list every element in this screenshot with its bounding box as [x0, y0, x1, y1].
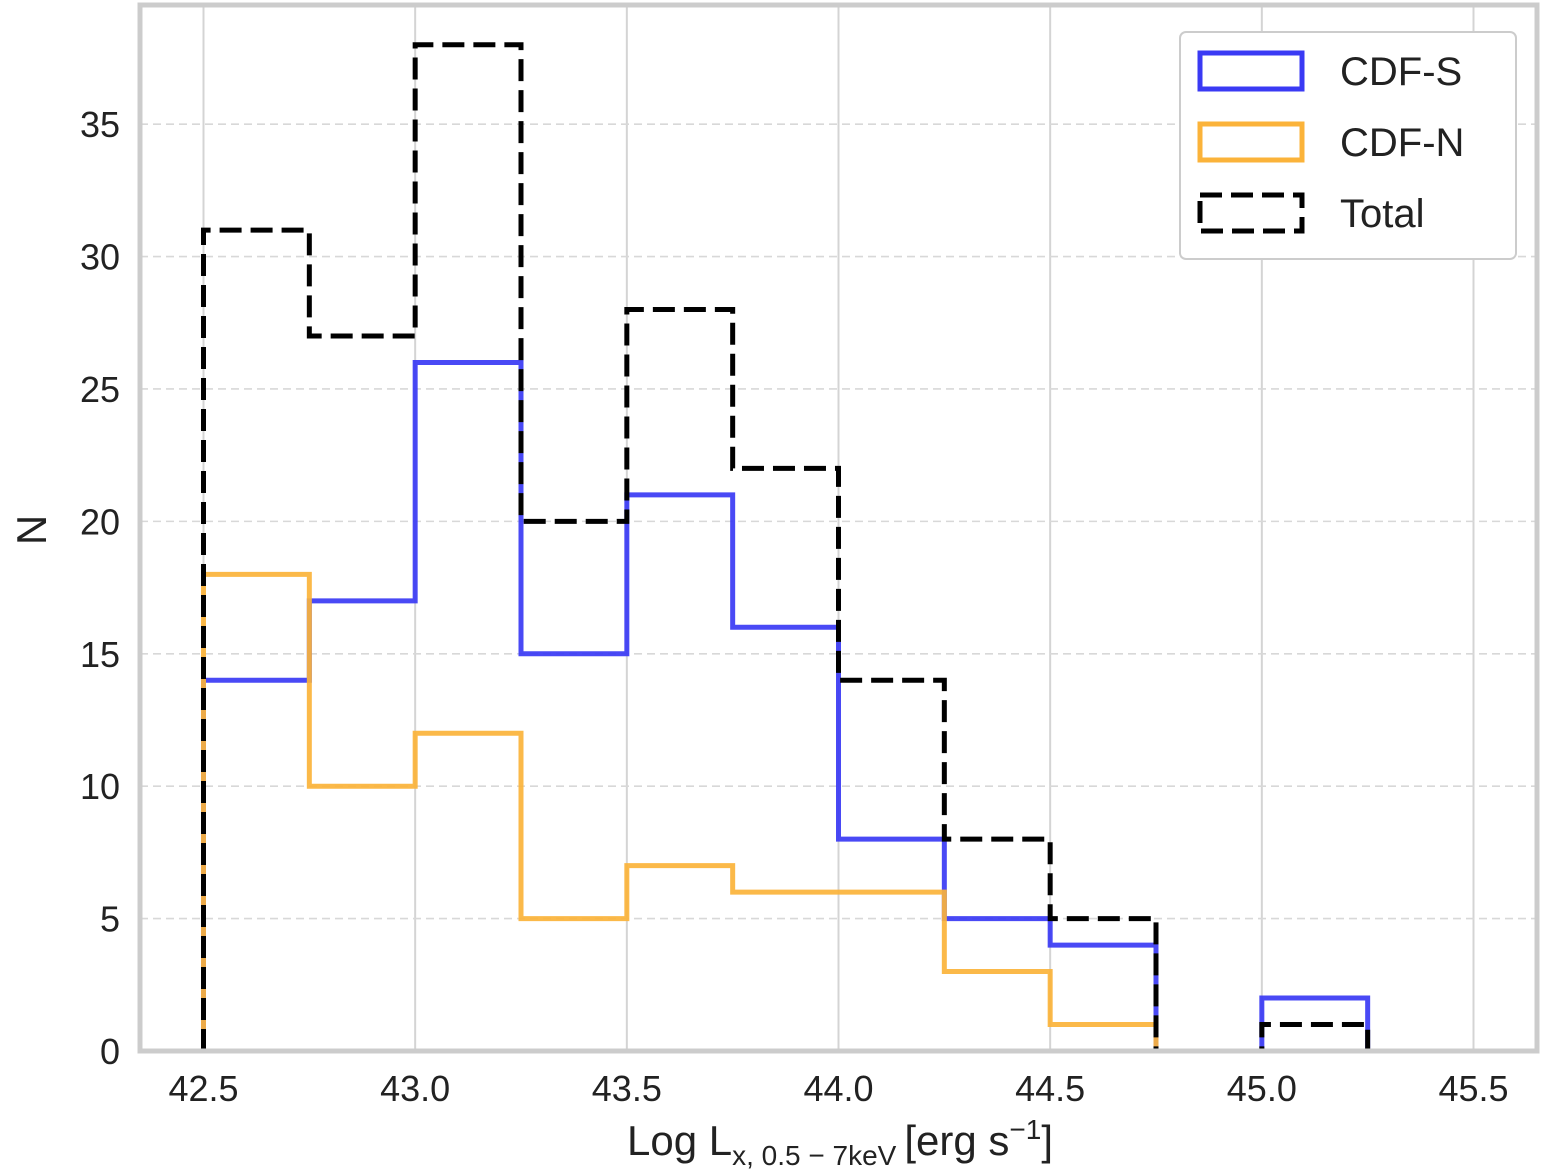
- x-tick-label: 44.5: [1015, 1068, 1085, 1109]
- y-tick-label: 30: [80, 237, 120, 278]
- cdf-n-legend-swatch: [1197, 121, 1305, 163]
- y-tick-label: 20: [80, 501, 120, 542]
- x-tick-label: 43.5: [592, 1068, 662, 1109]
- total-legend-swatch: [1197, 192, 1305, 234]
- legend-label: Total: [1340, 192, 1425, 236]
- y-tick-label: 25: [80, 369, 120, 410]
- legend-label: CDF-N: [1340, 121, 1464, 165]
- x-axis-label-exponent: −1: [1009, 1114, 1041, 1145]
- y-tick-label: 35: [80, 104, 120, 145]
- x-axis-label-subscript: x, 0.5 − 7keV: [732, 1140, 897, 1170]
- x-tick-label: 45.5: [1438, 1068, 1508, 1109]
- cdf-s-histogram-line: [201, 359, 1371, 1054]
- x-axis-label: Log Lx, 0.5 − 7keV [erg s−1]: [627, 1114, 1053, 1170]
- x-axis-ticks: 42.5 43.0 43.5 44.0 44.5 45.0 45.5: [168, 1068, 1508, 1109]
- x-tick-label: 45.0: [1227, 1068, 1297, 1109]
- legend-label: CDF-S: [1340, 50, 1462, 94]
- y-axis-label: N: [8, 515, 55, 545]
- y-tick-label: 0: [100, 1031, 120, 1072]
- y-tick-label: 15: [80, 634, 120, 675]
- x-tick-label: 44.0: [803, 1068, 873, 1109]
- y-axis-ticks: 0 5 10 15 20 25 30 35: [80, 104, 120, 1072]
- cdf-n-histogram-line: [201, 571, 1368, 1054]
- legend: CDF-S CDF-N Total: [1179, 31, 1517, 260]
- x-tick-label: 43.0: [380, 1068, 450, 1109]
- x-tick-label: 42.5: [168, 1068, 238, 1109]
- y-tick-label: 5: [100, 899, 120, 940]
- total-histogram-line: [201, 42, 1371, 1054]
- cdf-s-legend-swatch: [1197, 50, 1305, 92]
- y-tick-label: 10: [80, 766, 120, 807]
- plot-frame: [137, 2, 1540, 1054]
